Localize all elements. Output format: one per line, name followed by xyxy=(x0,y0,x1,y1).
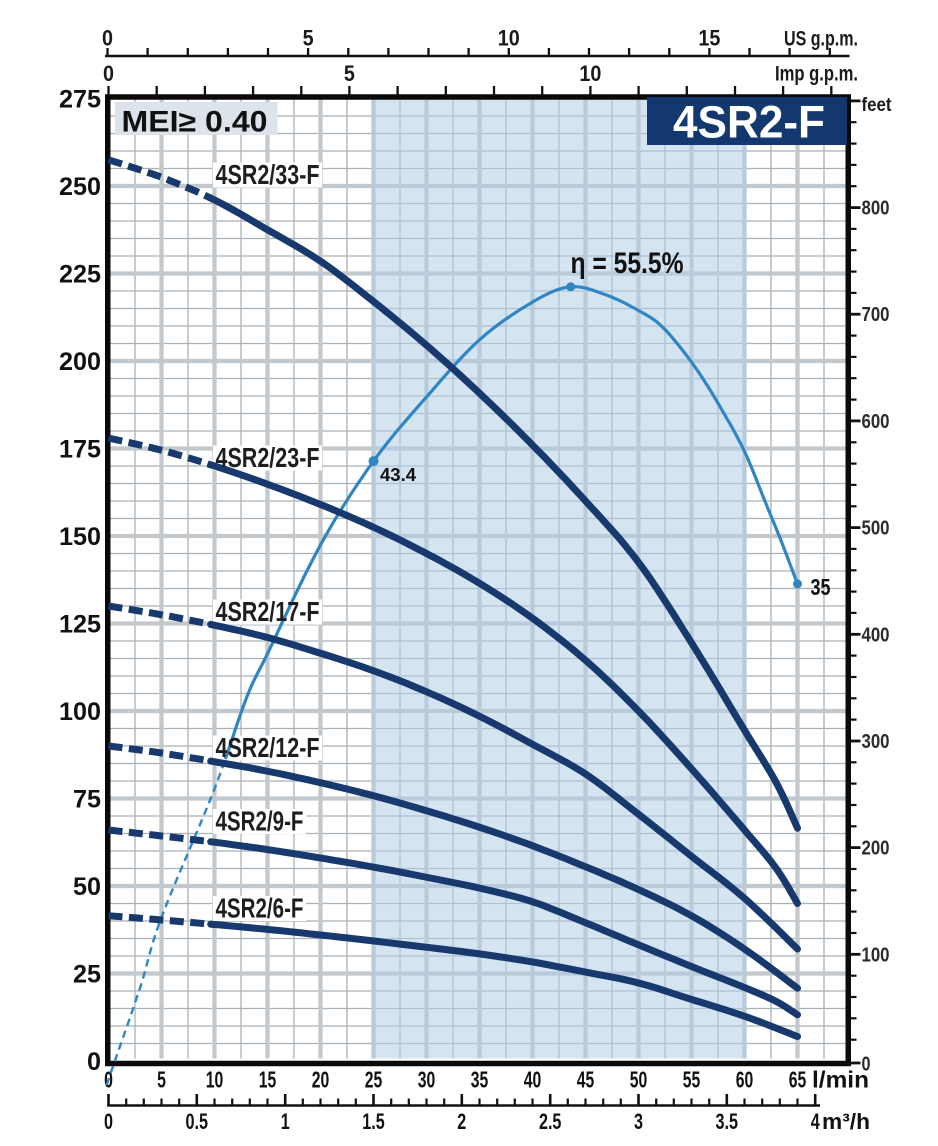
svg-text:3: 3 xyxy=(634,1109,643,1134)
svg-text:175: 175 xyxy=(59,436,101,464)
svg-text:2: 2 xyxy=(457,1109,466,1134)
svg-text:0: 0 xyxy=(104,1109,113,1134)
svg-text:5: 5 xyxy=(157,1067,166,1093)
svg-text:200: 200 xyxy=(59,348,101,376)
svg-text:US g.p.m.: US g.p.m. xyxy=(784,27,858,51)
svg-text:100: 100 xyxy=(59,698,101,726)
svg-text:1.5: 1.5 xyxy=(362,1109,385,1134)
svg-text:25: 25 xyxy=(73,961,101,989)
svg-text:15: 15 xyxy=(698,26,720,51)
svg-text:65: 65 xyxy=(789,1067,807,1093)
svg-text:0: 0 xyxy=(862,1053,871,1076)
svg-text:feet: feet xyxy=(862,95,893,116)
svg-text:4: 4 xyxy=(811,1109,821,1134)
svg-text:275: 275 xyxy=(59,86,101,114)
svg-text:4SR2-F: 4SR2-F xyxy=(673,97,825,148)
svg-text:600: 600 xyxy=(862,410,890,433)
svg-text:MEI≥ 0.40: MEI≥ 0.40 xyxy=(122,106,268,139)
svg-text:15: 15 xyxy=(259,1067,277,1093)
svg-text:40: 40 xyxy=(524,1067,542,1093)
svg-text:10: 10 xyxy=(579,61,601,86)
svg-text:150: 150 xyxy=(59,523,101,551)
svg-text:225: 225 xyxy=(59,261,101,289)
svg-text:m³/h: m³/h xyxy=(822,1109,870,1134)
svg-text:400: 400 xyxy=(862,623,890,646)
svg-text:35: 35 xyxy=(811,574,831,600)
svg-text:50: 50 xyxy=(630,1067,648,1093)
svg-text:25: 25 xyxy=(365,1067,383,1093)
svg-text:0: 0 xyxy=(102,26,113,51)
svg-text:0: 0 xyxy=(103,61,114,86)
svg-text:125: 125 xyxy=(59,611,101,639)
svg-text:500: 500 xyxy=(862,517,890,540)
svg-text:l/min: l/min xyxy=(812,1067,869,1093)
svg-text:3.5: 3.5 xyxy=(716,1109,739,1134)
svg-text:30: 30 xyxy=(418,1067,436,1093)
svg-text:η = 55.5%: η = 55.5% xyxy=(571,247,684,280)
svg-text:5: 5 xyxy=(303,26,314,51)
svg-text:700: 700 xyxy=(862,303,890,326)
svg-text:5: 5 xyxy=(344,61,355,86)
svg-text:4SR2/6-F: 4SR2/6-F xyxy=(216,893,304,924)
svg-text:1: 1 xyxy=(281,1109,290,1134)
svg-text:4SR2/12-F: 4SR2/12-F xyxy=(216,732,320,763)
svg-text:0.5: 0.5 xyxy=(186,1109,209,1134)
svg-text:4SR2/23-F: 4SR2/23-F xyxy=(216,442,320,473)
svg-text:45: 45 xyxy=(577,1067,595,1093)
svg-text:Imp g.p.m.: Imp g.p.m. xyxy=(775,62,858,86)
svg-text:10: 10 xyxy=(206,1067,224,1093)
svg-text:50: 50 xyxy=(73,873,101,901)
svg-text:75: 75 xyxy=(73,786,101,814)
svg-text:250: 250 xyxy=(59,173,101,201)
svg-text:43.4: 43.4 xyxy=(380,464,417,485)
svg-text:200: 200 xyxy=(862,837,890,860)
svg-text:100: 100 xyxy=(862,943,890,966)
svg-text:4SR2/33-F: 4SR2/33-F xyxy=(216,159,320,190)
svg-text:300: 300 xyxy=(862,730,890,753)
svg-text:35: 35 xyxy=(471,1067,489,1093)
svg-text:60: 60 xyxy=(736,1067,754,1093)
svg-text:4SR2/9-F: 4SR2/9-F xyxy=(216,806,304,837)
svg-text:800: 800 xyxy=(862,197,890,220)
svg-text:2.5: 2.5 xyxy=(539,1109,562,1134)
svg-text:4SR2/17-F: 4SR2/17-F xyxy=(216,596,320,627)
svg-text:20: 20 xyxy=(312,1067,330,1093)
svg-text:0: 0 xyxy=(87,1048,101,1076)
svg-text:55: 55 xyxy=(683,1067,701,1093)
svg-text:10: 10 xyxy=(498,26,520,51)
